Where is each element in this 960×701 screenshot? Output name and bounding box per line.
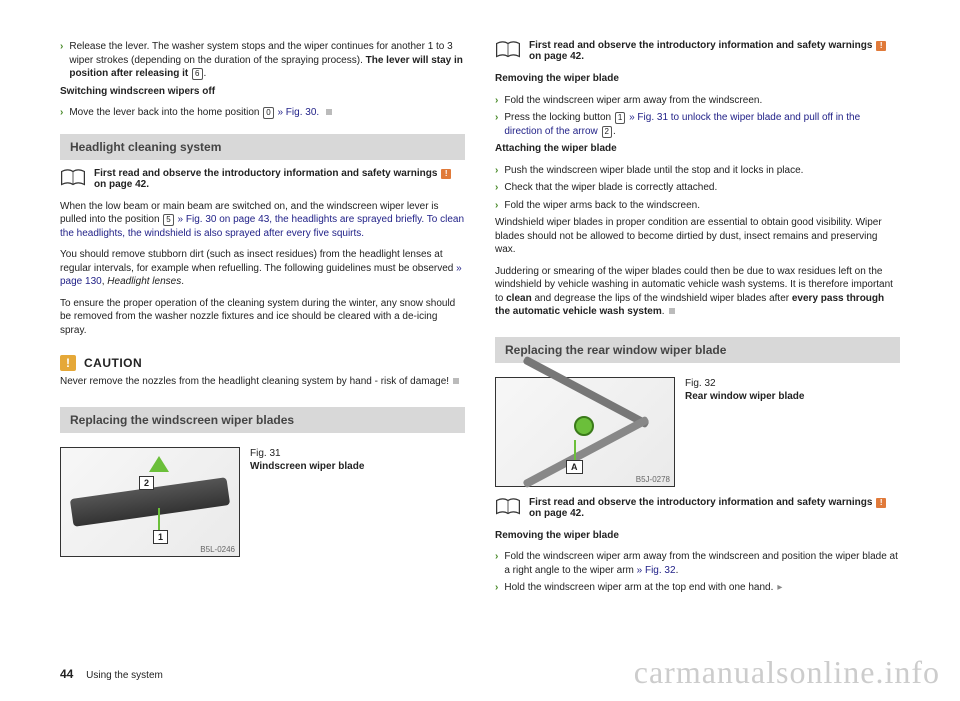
step-switch-off: › Move the lever back into the home posi… <box>60 106 465 120</box>
page-number: 44 <box>60 667 73 681</box>
caution-heading: ! CAUTION <box>60 355 465 371</box>
bullet-icon: › <box>495 94 498 108</box>
figure-code: B5L-0246 <box>200 545 235 554</box>
warning-icon: ! <box>876 498 886 508</box>
bullet-icon: › <box>495 181 498 195</box>
read-first-text: First read and observe the introductory … <box>94 168 465 190</box>
read-first-text: First read and observe the introductory … <box>529 40 900 62</box>
bullet-icon: › <box>60 40 63 81</box>
step: › Fold the windscreen wiper arm away fro… <box>495 94 900 108</box>
step-text: Fold the windscreen wiper arm away from … <box>504 550 900 577</box>
step-text: Fold the windscreen wiper arm away from … <box>504 94 900 108</box>
bullet-icon: › <box>60 106 63 120</box>
figure-31-caption: Fig. 31 Windscreen wiper blade <box>250 447 364 557</box>
step: › Check that the wiper blade is correctl… <box>495 181 900 195</box>
bullet-icon: › <box>495 199 498 213</box>
step-text: Fold the wiper arms back to the windscre… <box>504 199 900 213</box>
paragraph: When the low beam or main beam are switc… <box>60 200 465 241</box>
read-first-notice: First read and observe the introductory … <box>495 40 900 62</box>
right-column: First read and observe the introductory … <box>495 40 900 640</box>
figure-31-image: 2 1 B5L-0246 <box>60 447 240 557</box>
step-text: Hold the windscreen wiper arm at the top… <box>504 581 900 595</box>
section-end-icon <box>326 109 332 115</box>
section-headlight-cleaning: Headlight cleaning system <box>60 134 465 160</box>
section-replace-rear-blade: Replacing the rear window wiper blade <box>495 337 900 363</box>
warning-icon: ! <box>441 169 451 179</box>
watermark: carmanualsonline.info <box>634 654 940 691</box>
step: › Press the locking button 1 » Fig. 31 t… <box>495 111 900 138</box>
heading-switch-off: Switching windscreen wipers off <box>60 85 465 99</box>
read-first-text: First read and observe the introductory … <box>529 497 900 519</box>
step-text: Move the lever back into the home positi… <box>69 106 465 120</box>
continued-icon: ▸ <box>777 581 782 595</box>
figure-label-a: A <box>566 460 583 474</box>
figure-32-caption: Fig. 32 Rear window wiper blade <box>685 377 804 487</box>
heading-remove-blade: Removing the wiper blade <box>495 72 900 86</box>
step-text: Check that the wiper blade is correctly … <box>504 181 900 195</box>
step: › Fold the windscreen wiper arm away fro… <box>495 550 900 577</box>
paragraph: Windshield wiper blades in proper condit… <box>495 216 900 257</box>
caution-icon: ! <box>60 355 76 371</box>
book-icon <box>60 168 86 188</box>
step-text: Release the lever. The washer system sto… <box>69 40 465 81</box>
bullet-icon: › <box>495 581 498 595</box>
step-text: Press the locking button 1 » Fig. 31 to … <box>504 111 900 138</box>
chapter-title: Using the system <box>86 670 163 681</box>
paragraph: To ensure the proper operation of the cl… <box>60 297 465 338</box>
book-icon <box>495 40 521 60</box>
step-text: Push the windscreen wiper blade until th… <box>504 164 900 178</box>
bullet-icon: › <box>495 111 498 138</box>
section-end-icon <box>669 308 675 314</box>
figure-label-2: 2 <box>139 476 154 490</box>
caution-text: Never remove the nozzles from the headli… <box>60 375 465 389</box>
section-end-icon <box>453 378 459 384</box>
read-first-notice: First read and observe the introductory … <box>495 497 900 519</box>
left-column: › Release the lever. The washer system s… <box>60 40 465 640</box>
caution-label: CAUTION <box>84 356 142 370</box>
paragraph: Juddering or smearing of the wiper blade… <box>495 265 900 319</box>
step: › Fold the wiper arms back to the windsc… <box>495 199 900 213</box>
heading-attach-blade: Attaching the wiper blade <box>495 142 900 156</box>
section-replace-front-blade: Replacing the windscreen wiper blades <box>60 407 465 433</box>
read-first-notice: First read and observe the introductory … <box>60 168 465 190</box>
figure-32: A B5J-0278 Fig. 32 Rear window wiper bla… <box>495 377 900 487</box>
page-columns: › Release the lever. The washer system s… <box>60 40 900 640</box>
step-release-lever: › Release the lever. The washer system s… <box>60 40 465 81</box>
page-footer: 44 Using the system <box>60 667 163 681</box>
figure-code: B5J-0278 <box>636 475 670 484</box>
paragraph: You should remove stubborn dirt (such as… <box>60 248 465 289</box>
heading-remove-blade: Removing the wiper blade <box>495 529 900 543</box>
bullet-icon: › <box>495 550 498 577</box>
bullet-icon: › <box>495 164 498 178</box>
step: › Hold the windscreen wiper arm at the t… <box>495 581 900 595</box>
figure-32-image: A B5J-0278 <box>495 377 675 487</box>
book-icon <box>495 497 521 517</box>
figure-label-1: 1 <box>153 530 168 544</box>
warning-icon: ! <box>876 41 886 51</box>
figure-31: 2 1 B5L-0246 Fig. 31 Windscreen wiper bl… <box>60 447 465 557</box>
step: › Push the windscreen wiper blade until … <box>495 164 900 178</box>
